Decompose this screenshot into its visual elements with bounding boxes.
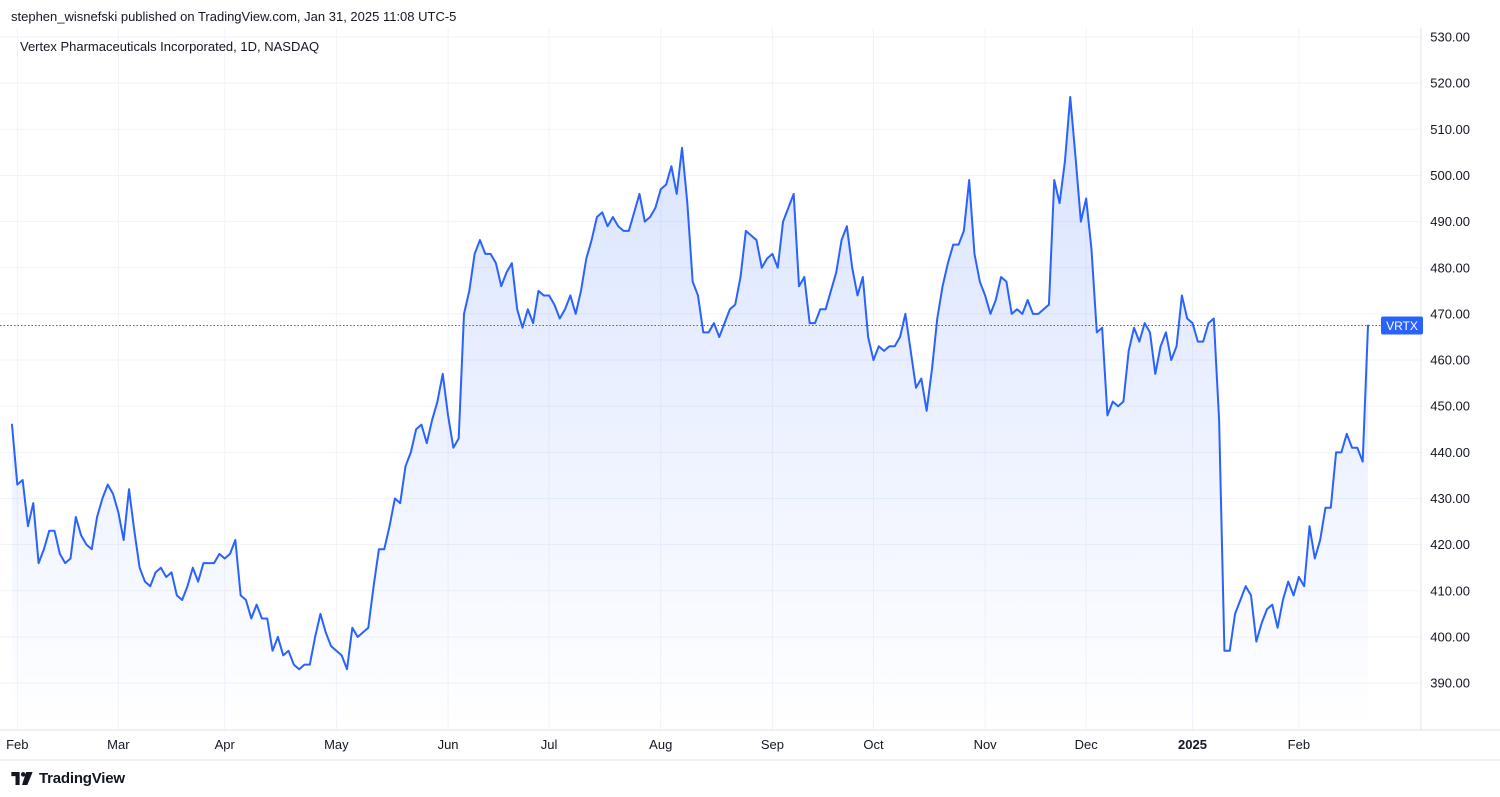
time-tick-label: Oct (863, 737, 884, 752)
price-area (12, 97, 1368, 730)
time-tick-label: Mar (107, 737, 130, 752)
price-tick-label: 440.00 (1430, 445, 1470, 460)
price-tick-label: 450.00 (1430, 399, 1470, 414)
brand-name: TradingView (39, 769, 125, 787)
price-tick-label: 430.00 (1430, 491, 1470, 506)
time-tick-label: Feb (6, 737, 28, 752)
time-tick-label: Nov (974, 737, 998, 752)
price-tick-label: 470.00 (1430, 306, 1470, 321)
symbol-price-label: VRTX (1386, 319, 1418, 333)
price-axis[interactable]: 390.00 400.00 410.00 420.00 430.00 440.00 450.… (1430, 30, 1470, 691)
price-tick-label: 480.00 (1430, 260, 1470, 275)
symbol-price-label-background (1381, 316, 1423, 335)
price-tick-label: 410.00 (1430, 583, 1470, 598)
tradingview-logo-icon (11, 771, 33, 785)
price-tick-label: 490.00 (1430, 214, 1470, 229)
time-tick-label: 2025 (1178, 737, 1207, 752)
time-tick-label: Apr (215, 737, 236, 752)
publisher-caption: stephen_wisnefski published on TradingVi… (11, 9, 457, 24)
price-tick-label: 400.00 (1430, 629, 1470, 644)
time-tick-label: Dec (1075, 737, 1099, 752)
last-price-marker: VRTX (0, 316, 1423, 335)
price-tick-label: 460.00 (1430, 353, 1470, 368)
price-tick-label: 500.00 (1430, 168, 1470, 183)
price-tick-label: 390.00 (1430, 676, 1470, 691)
time-tick-label: Feb (1288, 737, 1310, 752)
time-tick-label: Sep (761, 737, 784, 752)
price-tick-label: 520.00 (1430, 76, 1470, 91)
price-tick-label: 530.00 (1430, 30, 1470, 45)
series-line (11, 96, 1369, 671)
time-tick-label: Aug (649, 737, 672, 752)
tradingview-brand[interactable]: TradingView (11, 769, 125, 787)
series-area-fill (12, 97, 1368, 730)
price-line (11, 96, 1369, 671)
price-tick-label: 420.00 (1430, 537, 1470, 552)
time-tick-label: Jun (438, 737, 459, 752)
time-axis[interactable]: Feb Mar Apr May Jun Jul Aug Sep Oct Nov Dec 2025 Feb (6, 737, 1310, 752)
time-tick-label: Jul (541, 737, 558, 752)
time-tick-label: May (324, 737, 349, 752)
price-tick-label: 510.00 (1430, 122, 1470, 137)
chart-title: Vertex Pharmaceuticals Incorporated, 1D,… (20, 39, 319, 54)
